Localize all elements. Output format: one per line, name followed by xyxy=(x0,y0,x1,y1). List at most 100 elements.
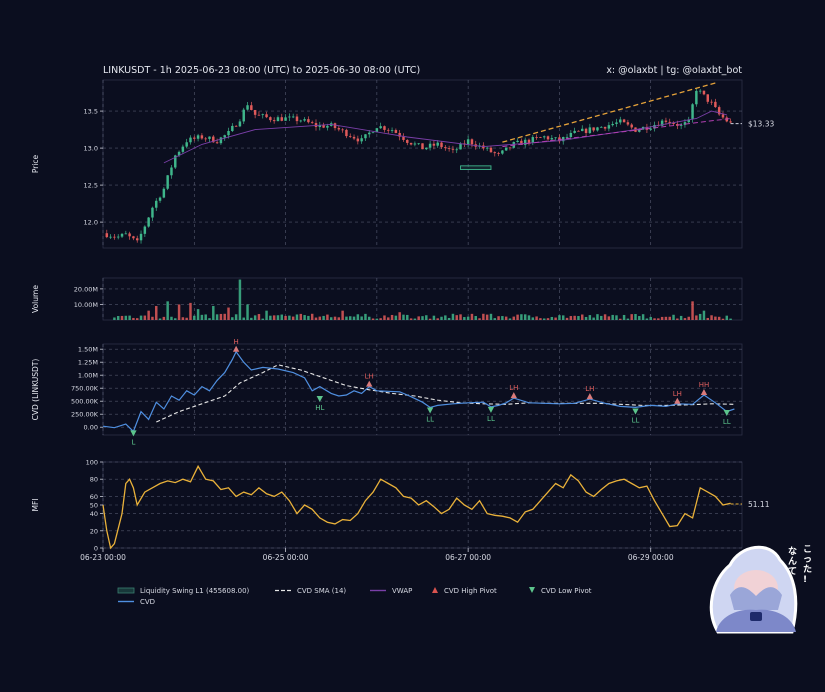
volume-bar xyxy=(394,315,398,320)
candle-body xyxy=(436,142,439,146)
volume-bar xyxy=(189,302,192,320)
cvd-pivot-label: LL xyxy=(426,415,434,423)
volume-bar xyxy=(276,315,280,320)
cvd-y-tick-label: 0.00 xyxy=(84,424,98,432)
candle-body xyxy=(390,130,394,131)
volume-bar xyxy=(607,316,611,320)
mascot-caption-glyph: て xyxy=(788,566,797,577)
mfi-y-tick-label: 40 xyxy=(90,510,98,518)
volume-bar xyxy=(615,315,618,320)
candle-body xyxy=(402,136,405,140)
candle-body xyxy=(212,136,215,143)
legend-swatch-low-pivot xyxy=(529,587,535,593)
volume-bar xyxy=(158,318,162,320)
candle-body xyxy=(291,116,295,118)
cvd-high-pivot-marker xyxy=(700,388,708,395)
volume-bar xyxy=(729,318,732,320)
cvd-high-pivot-marker xyxy=(232,345,240,352)
volume-bar xyxy=(428,318,432,320)
volume-bar xyxy=(649,316,652,320)
candle-body xyxy=(341,129,344,131)
cvd-low-pivot-marker xyxy=(316,396,324,402)
volume-bar xyxy=(421,316,424,320)
legend-label: CVD xyxy=(140,598,155,606)
candle-body xyxy=(406,139,409,143)
volume-bar xyxy=(561,315,565,320)
volume-bar xyxy=(520,314,523,320)
candle-body xyxy=(151,207,154,218)
cvd-y-tick-label: 250.00K xyxy=(71,411,99,419)
candle-body xyxy=(307,119,310,123)
legend-item: CVD High Pivot xyxy=(432,587,497,595)
price-y-tick-label: 12.5 xyxy=(84,182,98,190)
candle-body xyxy=(299,120,303,122)
volume-bar xyxy=(714,316,717,320)
mascot-badge-shape xyxy=(750,612,762,621)
volume-bar xyxy=(630,314,633,320)
volume-bar xyxy=(147,310,150,320)
volume-bar xyxy=(641,314,645,320)
candle-body xyxy=(546,136,550,140)
volume-bar xyxy=(497,316,500,320)
volume-bar xyxy=(440,316,443,320)
cvd-pivot-label: LH xyxy=(509,384,518,392)
volume-bar xyxy=(451,313,455,320)
candle-body xyxy=(425,147,428,150)
candle-body xyxy=(348,136,352,137)
volume-bar xyxy=(174,318,177,320)
candle-body xyxy=(527,139,531,143)
volume-bar xyxy=(162,316,166,320)
liquidity-swing-zone xyxy=(460,165,492,171)
candle-body xyxy=(493,152,497,154)
volume-bar xyxy=(679,315,683,320)
volume-bar xyxy=(322,315,325,320)
candle-body xyxy=(326,125,329,128)
candle-body xyxy=(250,105,253,110)
candle-body xyxy=(542,136,546,138)
candle-body xyxy=(584,128,588,134)
candle-body xyxy=(242,109,245,122)
candle-body xyxy=(409,142,413,145)
volume-y-tick-label: 20.00M xyxy=(74,285,98,293)
volume-bar xyxy=(565,317,569,320)
candle-body xyxy=(489,147,493,153)
candle-body xyxy=(660,120,664,126)
candle-body xyxy=(596,127,599,131)
candle-body xyxy=(459,143,462,150)
volume-bar xyxy=(558,315,561,320)
volume-bar xyxy=(657,318,660,320)
candle-body xyxy=(702,90,706,95)
volume-bar xyxy=(474,316,477,320)
volume-bar xyxy=(653,318,656,320)
candle-body xyxy=(520,140,523,145)
cvd-y-tick-label: 1.50M xyxy=(78,346,98,354)
volume-bar xyxy=(485,314,489,320)
candle-body xyxy=(679,124,683,126)
volume-bar xyxy=(535,316,538,320)
grid-layer xyxy=(102,80,742,549)
volume-bar xyxy=(116,316,120,320)
trendline-upper xyxy=(502,82,716,143)
candle-body xyxy=(166,175,169,189)
volume-bar xyxy=(341,310,344,320)
candle-body xyxy=(611,123,614,126)
volume-bar xyxy=(348,316,352,320)
candle-body xyxy=(185,142,188,147)
candle-body xyxy=(444,147,447,149)
candle-body xyxy=(569,132,573,137)
volume-bar xyxy=(638,316,641,320)
volume-bar xyxy=(250,317,253,320)
candle-body xyxy=(375,128,379,133)
x-tick-label: 06-23 00:00 xyxy=(80,553,126,562)
volume-bar xyxy=(554,317,557,320)
candle-body xyxy=(379,126,382,129)
legend-label: CVD SMA (14) xyxy=(297,587,346,595)
volume-bar xyxy=(523,314,527,320)
cvd-panel xyxy=(102,343,743,436)
candle-body xyxy=(135,238,139,241)
volume-bar xyxy=(265,310,268,320)
candle-body xyxy=(280,117,284,121)
cvd-pivot-label: LH xyxy=(585,385,594,393)
volume-bar xyxy=(364,313,367,320)
